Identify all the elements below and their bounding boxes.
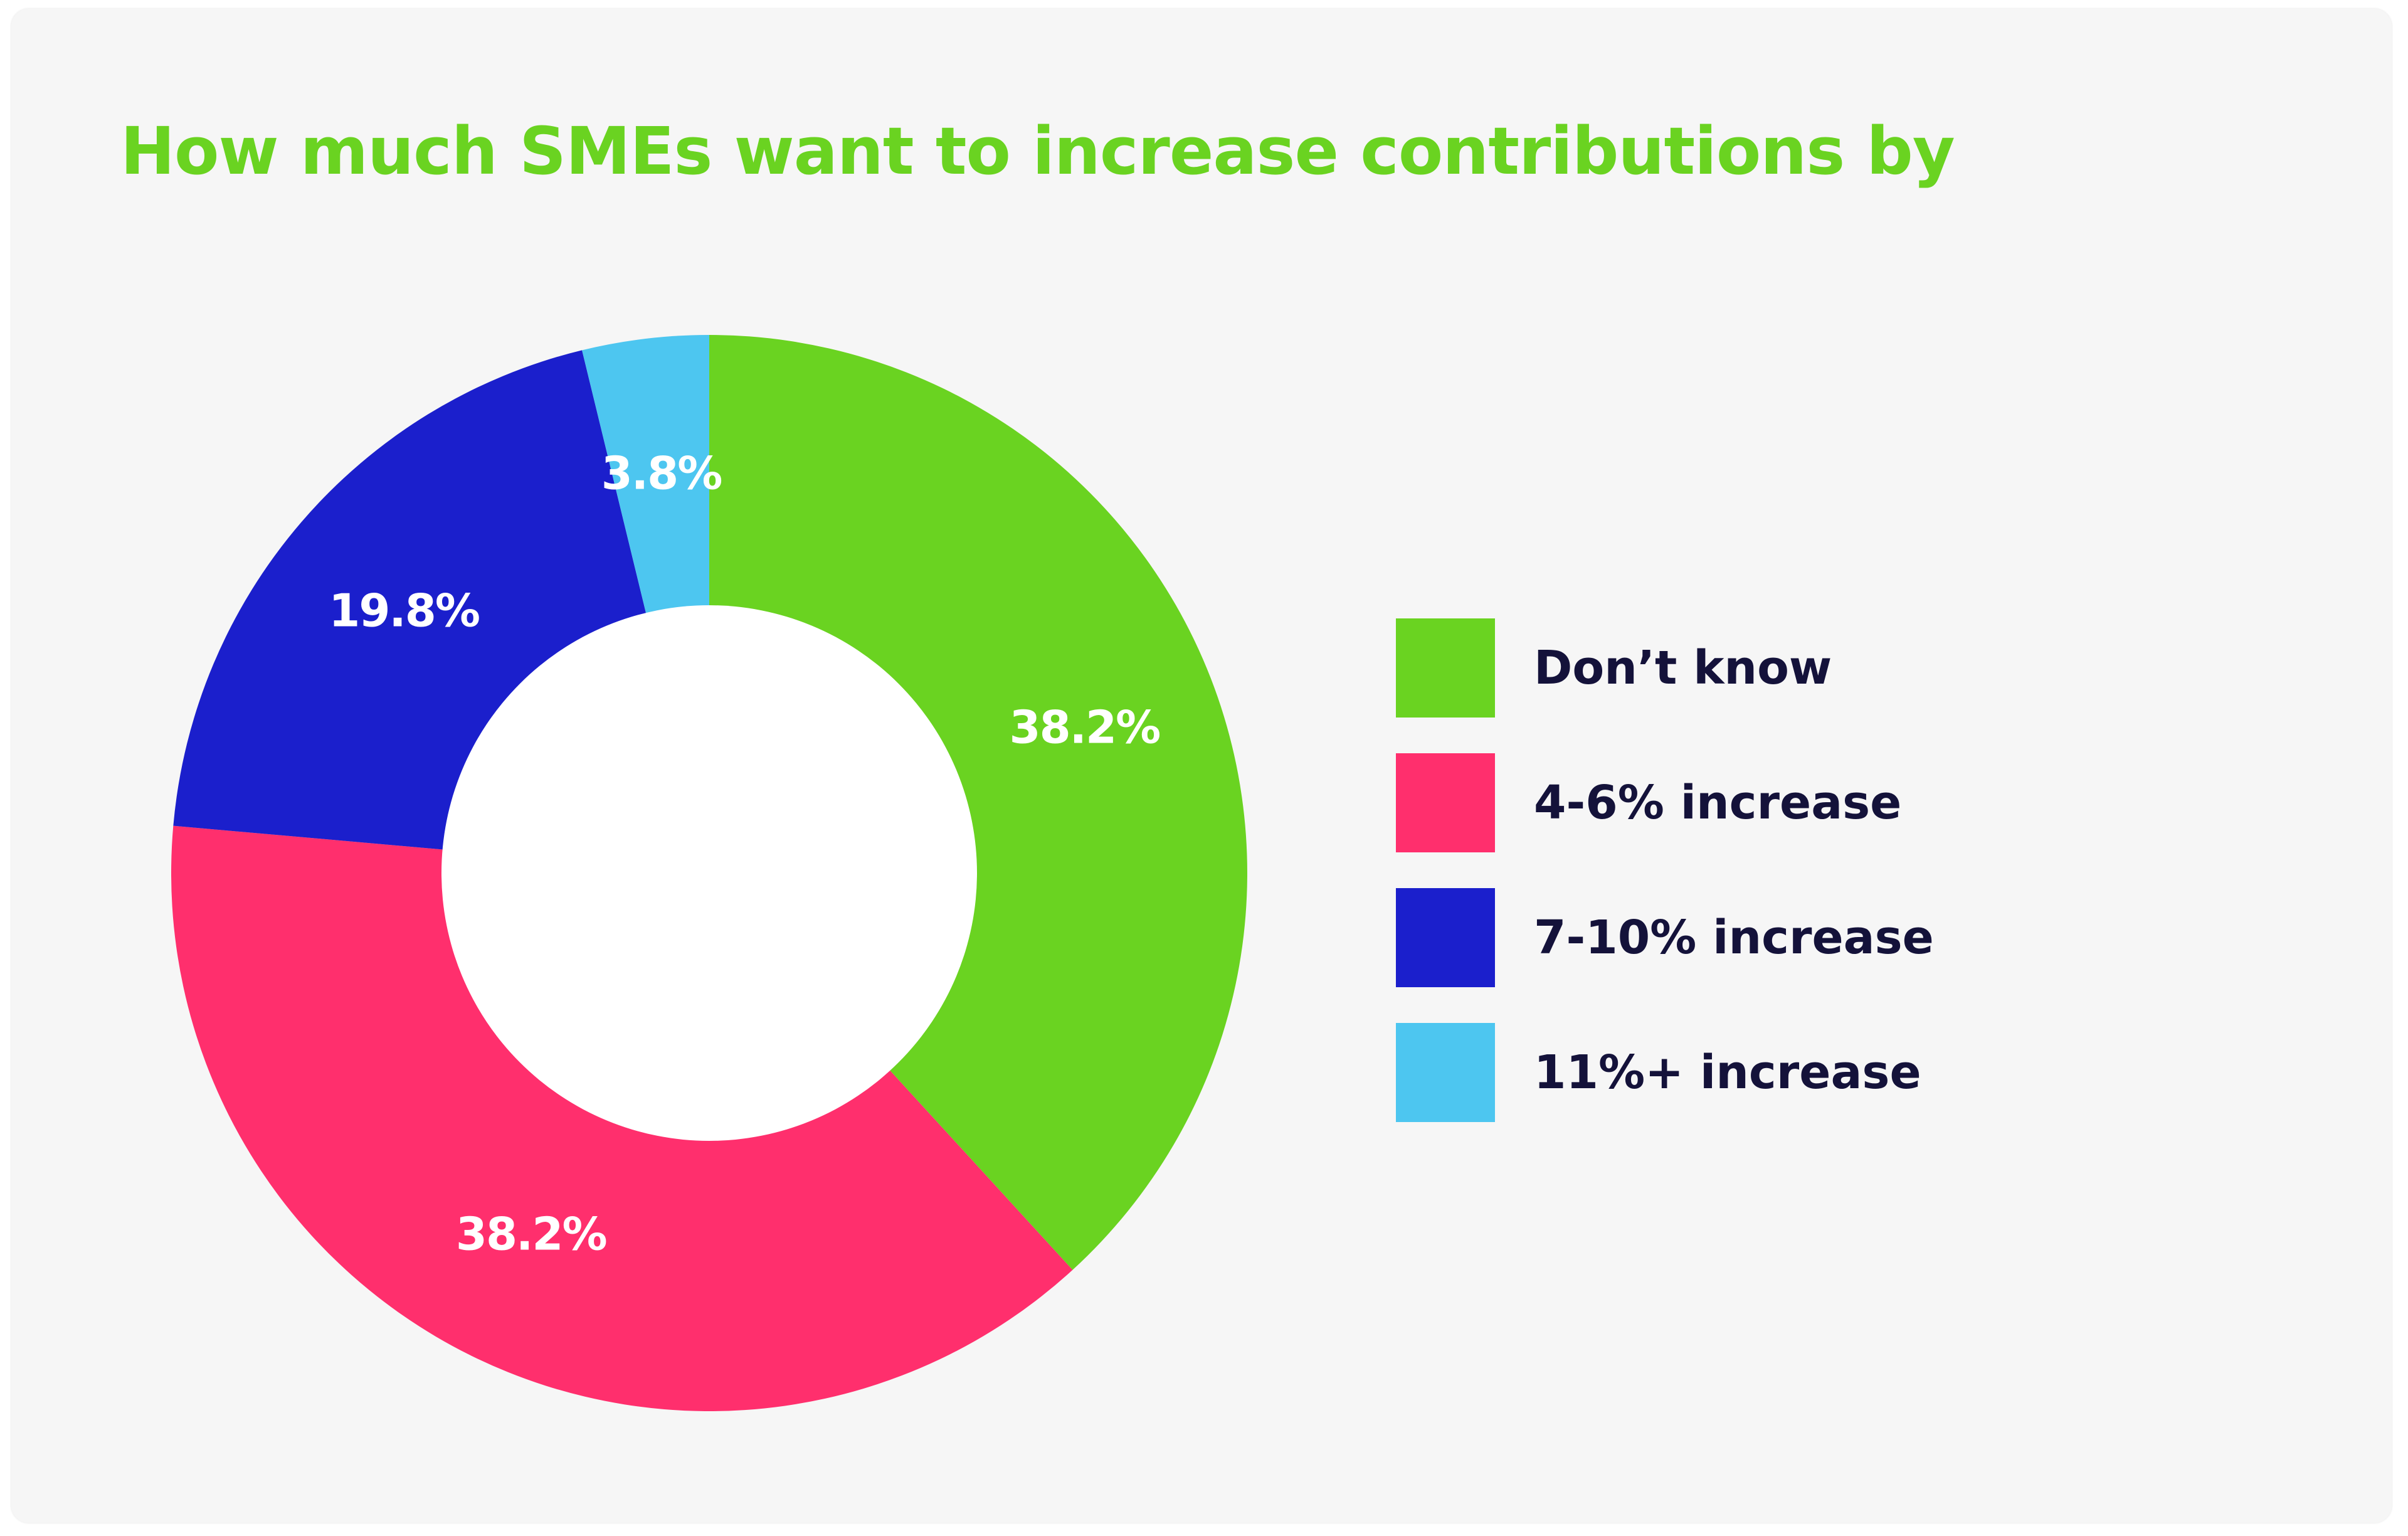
legend-item-dont-know: Don’t know bbox=[1396, 618, 1934, 718]
donut-hole bbox=[441, 605, 977, 1141]
legend-swatch bbox=[1396, 1023, 1495, 1122]
legend-item-7-10-increase: 7-10% increase bbox=[1396, 888, 1934, 987]
slice-value-label: 38.2% bbox=[456, 1208, 606, 1261]
legend-swatch bbox=[1396, 618, 1495, 718]
slice-value-label: 38.2% bbox=[1009, 701, 1159, 753]
legend-label: 11%+ increase bbox=[1534, 1046, 1921, 1099]
legend: Don’t know 4-6% increase 7-10% increase … bbox=[1396, 618, 1934, 1158]
slice-labels: 38.2% 38.2% 19.8% 3.8% bbox=[329, 447, 1161, 1261]
legend-label: Don’t know bbox=[1534, 641, 1832, 695]
legend-label: 7-10% increase bbox=[1534, 911, 1934, 965]
slice-value-label: 19.8% bbox=[329, 585, 479, 637]
legend-item-11-plus-increase: 11%+ increase bbox=[1396, 1023, 1934, 1122]
legend-item-4-6-increase: 4-6% increase bbox=[1396, 753, 1934, 852]
legend-label: 4-6% increase bbox=[1534, 776, 1902, 830]
legend-swatch bbox=[1396, 888, 1495, 987]
slice-don-t-know bbox=[709, 335, 1247, 1270]
slice-value-label: 3.8% bbox=[601, 447, 722, 500]
chart-title: How much SMEs want to increase contribut… bbox=[120, 113, 1955, 189]
donut-chart: 38.2% 38.2% 19.8% 3.8% bbox=[171, 335, 1247, 1411]
chart-card: How much SMEs want to increase contribut… bbox=[11, 9, 2392, 1523]
legend-swatch bbox=[1396, 753, 1495, 852]
